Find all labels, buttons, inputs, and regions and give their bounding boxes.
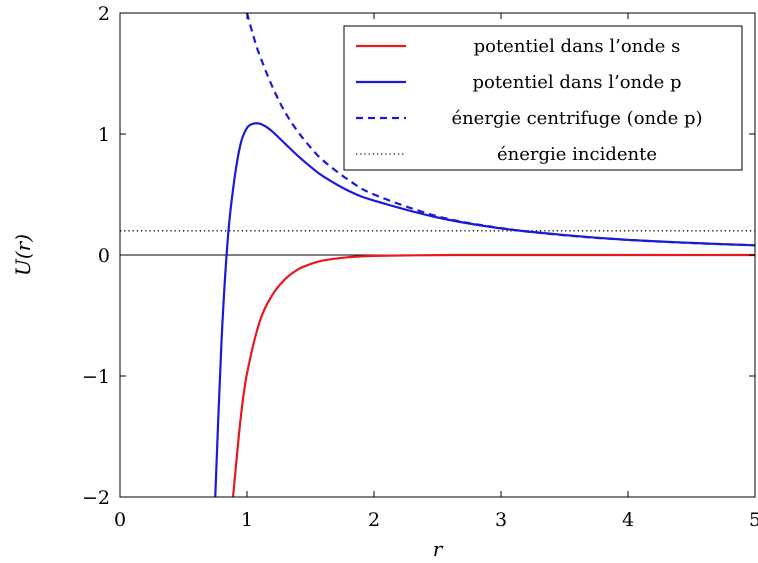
y-tick-label: −1 — [82, 366, 110, 388]
legend-label: potentiel dans l’onde s — [474, 36, 681, 57]
series-layer — [120, 13, 755, 497]
y-tick-label: 2 — [98, 3, 110, 25]
legend: potentiel dans l’onde s potentiel dans l’… — [343, 25, 743, 171]
x-tick-label: 1 — [241, 509, 253, 531]
x-axis-label: r — [433, 537, 444, 561]
y-axis-label: U(r) — [11, 234, 35, 276]
y-tick-label: 0 — [98, 245, 110, 267]
legend-box — [343, 25, 743, 171]
y-tick-label: −2 — [82, 487, 110, 509]
legend-label: potentiel dans l’onde p — [472, 72, 681, 93]
ticks-layer: 0 1 2 3 4 5 −2 −1 0 1 2 — [82, 3, 758, 531]
x-tick-label: 2 — [368, 509, 380, 531]
x-tick-label: 0 — [114, 509, 126, 531]
series-line-0 — [231, 253, 755, 497]
legend-label: énergie centrifuge (onde p) — [451, 108, 702, 129]
y-tick-label: 1 — [98, 124, 110, 146]
x-tick-label: 3 — [495, 509, 507, 531]
legend-label: énergie incidente — [497, 144, 657, 165]
x-tick-label: 4 — [622, 509, 634, 531]
x-tick-label: 5 — [749, 509, 758, 531]
series-line-2 — [245, 13, 755, 247]
series-line-1 — [214, 122, 755, 497]
